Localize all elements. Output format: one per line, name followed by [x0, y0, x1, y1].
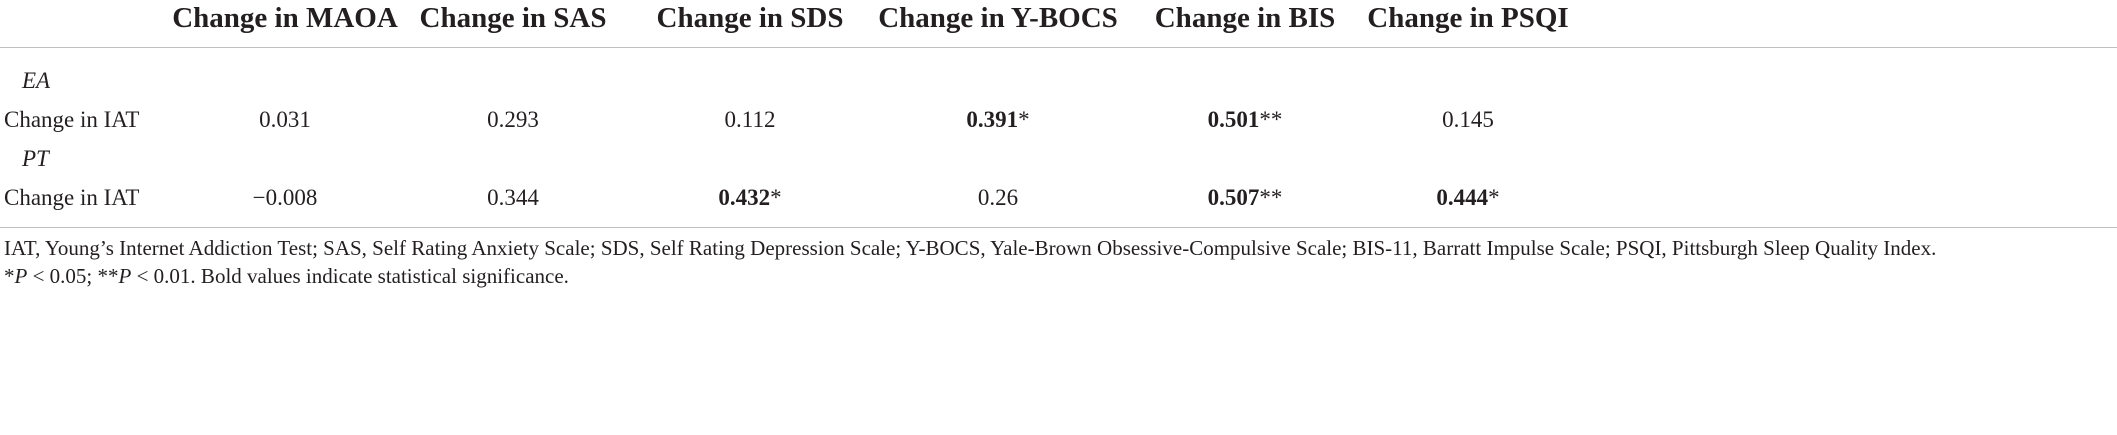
row-label: Change in IAT [4, 107, 140, 132]
cell-value: 0.507 [1207, 185, 1260, 210]
significance-mark: * [1018, 107, 1030, 132]
cell-value: 0.293 [487, 107, 539, 132]
cell-value: 0.031 [259, 107, 311, 132]
cell: 0.293 [487, 107, 539, 133]
cell-value: −0.008 [252, 185, 318, 210]
column-header: Change in MAOA [172, 2, 398, 34]
cell: 0.432* [718, 185, 781, 211]
cell-value: 0.145 [1442, 107, 1494, 132]
table-notes: IAT, Young’s Internet Addiction Test; SA… [4, 234, 2109, 290]
cell-value: 0.432 [718, 185, 771, 210]
cell-value: 0.501 [1207, 107, 1260, 132]
header-rule [0, 47, 2117, 48]
cell: 0.145 [1442, 107, 1494, 133]
cell: 0.112 [725, 107, 776, 133]
note: IAT, Young’s Internet Addiction Test; SA… [4, 234, 2109, 262]
cell-value: 0.444 [1436, 185, 1489, 210]
row-label: Change in IAT [4, 185, 140, 210]
cell: 0.26 [978, 185, 1018, 211]
column-header: Change in SDS [656, 2, 844, 34]
note-text: < 0.05; ** [27, 264, 119, 288]
significance-mark: ** [1259, 185, 1283, 210]
note-text: P [118, 264, 132, 288]
cell: −0.008 [253, 185, 318, 211]
note: *P < 0.05; **P < 0.01. Bold values indic… [4, 262, 2109, 290]
note-text: P [14, 264, 28, 288]
note-text: < 0.01. Bold values indicate statistical… [131, 264, 569, 288]
cell: 0.391* [966, 107, 1029, 133]
note-text: IAT, Young’s Internet Addiction Test; SA… [4, 236, 1937, 260]
table-bottom-rule [0, 227, 2117, 228]
note-text: * [4, 264, 15, 288]
column-header: Change in BIS [1154, 2, 1336, 34]
group-label: EA [22, 68, 51, 93]
group-label: PT [22, 146, 49, 171]
significance-mark: * [770, 185, 782, 210]
significance-mark: * [1488, 185, 1500, 210]
cell-value: 0.391 [966, 107, 1019, 132]
cell: 0.507** [1208, 185, 1283, 211]
column-header: Change in SAS [419, 2, 607, 34]
cell: 0.444* [1436, 185, 1499, 211]
column-header: Change in PSQI [1367, 2, 1569, 34]
cell: 0.501** [1208, 107, 1283, 133]
cell: 0.031 [259, 107, 311, 133]
column-header: Change in Y-BOCS [878, 2, 1118, 34]
cell-value: 0.344 [487, 185, 539, 210]
significance-mark: ** [1259, 107, 1283, 132]
cell-value: 0.112 [724, 107, 776, 132]
cell: 0.344 [487, 185, 539, 211]
cell-value: 0.26 [977, 185, 1019, 210]
